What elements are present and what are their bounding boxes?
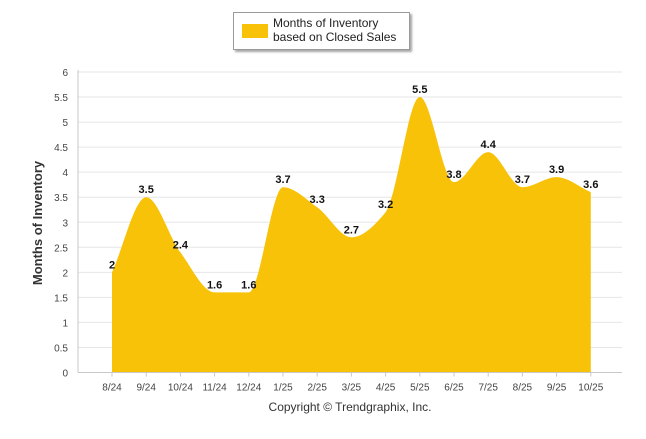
x-tick-label: 12/24 <box>236 383 261 394</box>
x-tick-label: 2/25 <box>307 383 327 394</box>
data-label: 1.6 <box>241 279 256 291</box>
data-label: 1.6 <box>207 279 222 291</box>
x-tick-label: 9/25 <box>547 383 567 394</box>
data-label: 3.5 <box>139 184 154 196</box>
copyright-text: Copyright © Trendgraphix, Inc. <box>268 400 432 414</box>
legend-label: Months of Inventory based on Closed Sale… <box>273 16 397 44</box>
x-tick-label: 3/25 <box>342 383 362 394</box>
y-tick-labels: 0 0.5 1 1.5 2 2.5 3 3.5 4 4.5 5 5.5 6 <box>54 68 68 380</box>
y-tick-label: 3 <box>62 218 68 229</box>
y-tick-label: 2.5 <box>54 243 68 254</box>
data-label: 4.4 <box>481 139 497 151</box>
x-tick-label: 7/25 <box>478 383 498 394</box>
y-tick-label: 3.5 <box>54 193 68 204</box>
y-axis-title: Months of Inventory <box>30 160 45 285</box>
area-series <box>112 97 591 373</box>
x-tick-label: 8/25 <box>513 383 533 394</box>
axes <box>77 70 622 377</box>
x-tick-label: 9/24 <box>136 383 156 394</box>
x-tick-label: 1/25 <box>273 383 293 394</box>
y-tick-label: 5.5 <box>54 93 68 104</box>
x-tick-label: 10/25 <box>578 383 603 394</box>
x-tick-labels: 8/24 9/24 10/24 11/24 12/24 1/25 2/25 3/25 4/25 5… <box>102 383 603 394</box>
x-tick-label: 10/24 <box>168 383 193 394</box>
data-label: 2 <box>109 259 115 271</box>
data-labels: 2 3.5 2.4 1.6 1.6 3.7 3.3 2.7 3.2 5.5 3.8 4.4 3.7 3.9… <box>109 84 599 291</box>
data-label: 3.9 <box>549 164 564 176</box>
x-tick-label: 6/25 <box>444 383 464 394</box>
y-tick-label: 1.5 <box>54 293 68 304</box>
data-label: 3.7 <box>515 174 530 186</box>
x-tick-label: 5/25 <box>410 383 430 394</box>
y-tick-label: 5 <box>62 118 68 129</box>
x-tick-label: 4/25 <box>376 383 396 394</box>
area-fill <box>112 97 591 373</box>
x-tick-label: 8/24 <box>102 383 122 394</box>
data-label: 2.7 <box>344 224 359 236</box>
legend-swatch <box>242 24 268 38</box>
y-tick-label: 1 <box>62 318 68 329</box>
y-tick-label: 2 <box>62 268 68 279</box>
legend: Months of Inventory based on Closed Sale… <box>233 12 410 50</box>
data-label: 3.3 <box>310 194 325 206</box>
data-label: 5.5 <box>412 84 427 96</box>
data-label: 3.8 <box>446 169 461 181</box>
data-label: 3.7 <box>275 174 290 186</box>
y-tick-label: 4.5 <box>54 143 68 154</box>
y-tick-label: 6 <box>62 68 68 79</box>
data-label: 3.2 <box>378 199 393 211</box>
y-tick-label: 0.5 <box>54 343 68 354</box>
x-tick-label: 11/24 <box>202 383 227 394</box>
data-label: 3.6 <box>583 179 598 191</box>
data-label: 2.4 <box>173 239 189 251</box>
y-tick-label: 4 <box>62 168 68 179</box>
y-tick-label: 0 <box>62 369 68 380</box>
